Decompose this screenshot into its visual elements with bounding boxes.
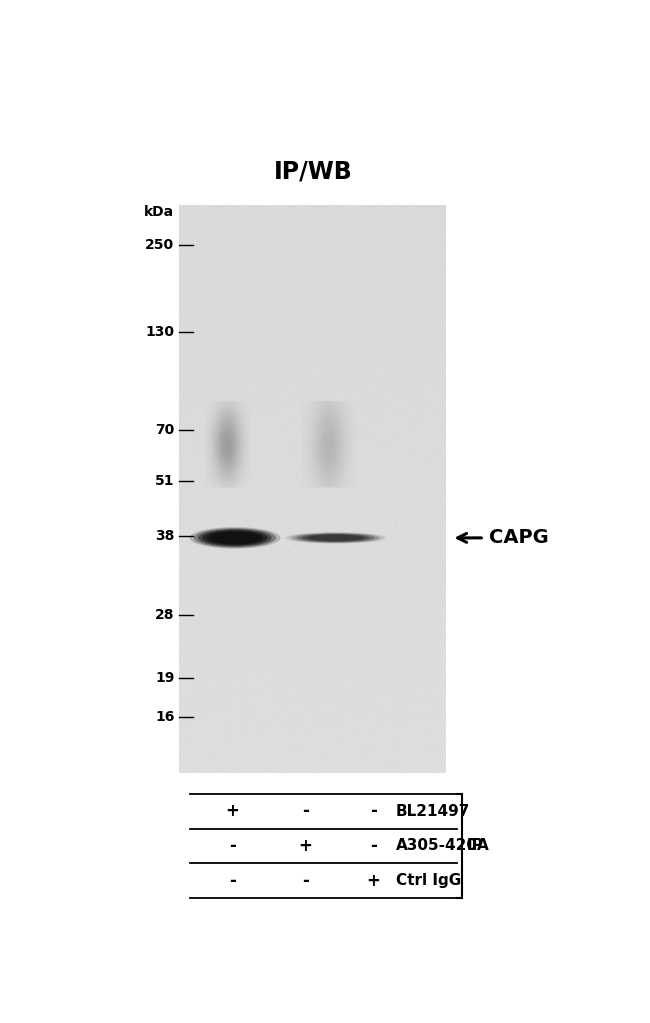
Ellipse shape xyxy=(189,527,280,548)
Ellipse shape xyxy=(202,530,267,545)
Text: +: + xyxy=(298,837,313,855)
Text: 16: 16 xyxy=(155,711,174,724)
Text: A305-420A: A305-420A xyxy=(396,839,490,853)
Ellipse shape xyxy=(211,532,259,543)
Text: IP/WB: IP/WB xyxy=(274,160,352,183)
Ellipse shape xyxy=(307,535,365,541)
Text: IP: IP xyxy=(467,839,484,853)
Text: kDa: kDa xyxy=(144,205,174,219)
Text: CAPG: CAPG xyxy=(489,529,549,547)
Text: BL21497: BL21497 xyxy=(396,804,471,818)
Text: Ctrl IgG: Ctrl IgG xyxy=(396,873,461,888)
Text: -: - xyxy=(229,837,236,855)
Text: 51: 51 xyxy=(155,475,174,488)
Text: +: + xyxy=(226,802,239,820)
Text: -: - xyxy=(302,872,309,890)
Ellipse shape xyxy=(198,529,272,546)
Text: -: - xyxy=(370,837,377,855)
Text: 38: 38 xyxy=(155,529,174,543)
Ellipse shape xyxy=(207,531,263,544)
Text: -: - xyxy=(302,802,309,820)
Ellipse shape xyxy=(286,532,385,543)
Ellipse shape xyxy=(302,534,370,542)
Text: -: - xyxy=(229,872,236,890)
Text: 130: 130 xyxy=(146,324,174,339)
Ellipse shape xyxy=(291,533,380,543)
Text: -: - xyxy=(370,802,377,820)
Ellipse shape xyxy=(194,528,276,547)
Ellipse shape xyxy=(296,533,375,542)
Text: 28: 28 xyxy=(155,608,174,622)
Text: 250: 250 xyxy=(146,238,174,252)
Text: +: + xyxy=(367,872,380,890)
Text: 70: 70 xyxy=(155,422,174,437)
Text: 19: 19 xyxy=(155,671,174,685)
